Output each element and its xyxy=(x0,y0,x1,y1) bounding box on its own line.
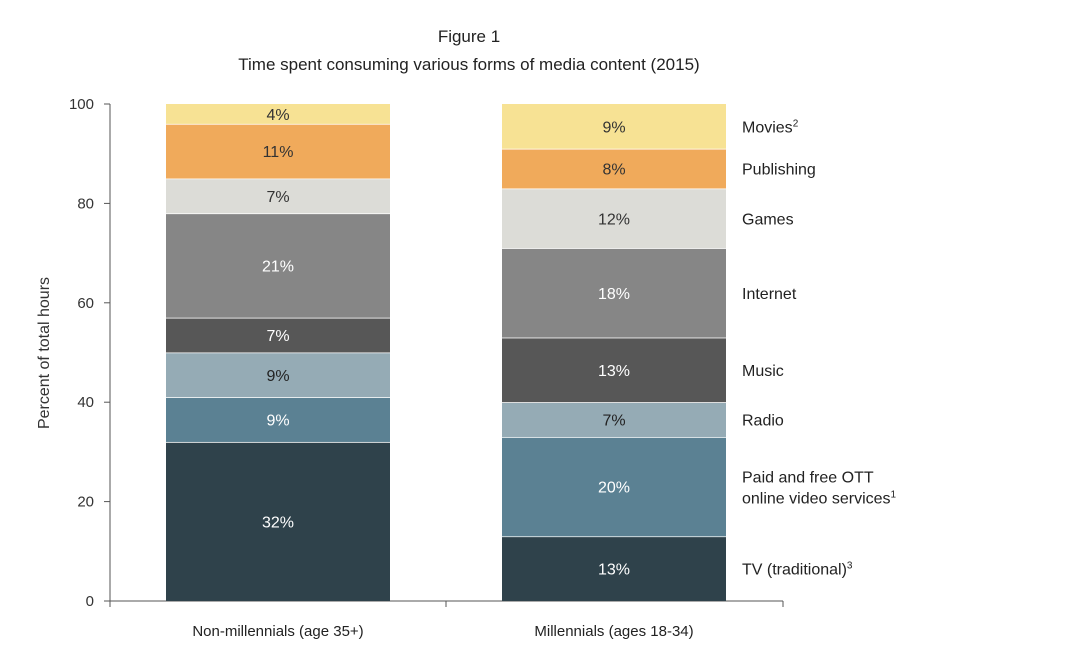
bar-segment xyxy=(502,104,726,149)
bar-segment xyxy=(166,352,390,398)
legend-label: TV (traditional)3 xyxy=(742,561,853,579)
data-label: 9% xyxy=(266,368,289,385)
y-tick-label: 80 xyxy=(77,195,94,212)
bar-segment xyxy=(166,213,390,318)
data-label: 4% xyxy=(266,107,289,124)
legend-label: Paid and free OTT online video services1 xyxy=(742,470,897,508)
bar-segment xyxy=(502,436,726,537)
data-label: 13% xyxy=(598,363,630,380)
bar-segment xyxy=(502,536,726,601)
data-label: 21% xyxy=(262,259,294,276)
data-label: 8% xyxy=(602,162,625,179)
data-label: 7% xyxy=(602,413,625,430)
axes: 0 20 40 60 80 100 Non-millennials (age 35+) Mil… xyxy=(69,96,784,640)
data-label: 9% xyxy=(602,119,625,136)
bar-segment xyxy=(166,441,390,601)
legend-label: Publishing xyxy=(742,162,816,179)
data-label: 9% xyxy=(266,413,289,430)
y-axis-label: Percent of total hours xyxy=(36,277,53,429)
legend-label: Games xyxy=(742,211,794,228)
bar-segment xyxy=(502,188,726,249)
x-category-label: Non-millennials (age 35+) xyxy=(192,623,363,640)
bar-segment xyxy=(166,104,390,124)
bar-segment xyxy=(166,123,390,179)
chart-subtitle: Time spent consuming various forms of me… xyxy=(238,55,699,74)
data-label: 20% xyxy=(598,480,630,497)
y-tick-label: 100 xyxy=(69,96,94,113)
data-label: 32% xyxy=(262,514,294,531)
legend-label: Music xyxy=(742,363,784,380)
y-tick-label: 40 xyxy=(77,394,94,411)
bar-segment xyxy=(166,317,390,353)
legend-label: Internet xyxy=(742,286,797,303)
bar-segment xyxy=(166,397,390,442)
data-label: 18% xyxy=(598,286,630,303)
bar-segment xyxy=(502,248,726,338)
data-label: 12% xyxy=(598,211,630,228)
chart-title: Figure 1 xyxy=(438,27,500,46)
y-tick-label: 60 xyxy=(77,295,94,312)
legend: TV (traditional)3 Paid and free OTT online… xyxy=(742,118,897,578)
data-label: 7% xyxy=(266,328,289,345)
y-tick-label: 20 xyxy=(77,494,94,511)
bars: 32% 9% 9% 7% 21% 7% 11% 4% 13% 20% 7% 13% 18% 12% 8% 9% xyxy=(166,104,726,601)
bar-segment xyxy=(502,148,726,189)
legend-label: Radio xyxy=(742,413,784,430)
y-tick-label: 0 xyxy=(86,593,94,610)
legend-label: Movies2 xyxy=(742,118,799,136)
bar-segment xyxy=(502,402,726,437)
data-label: 11% xyxy=(263,144,294,161)
data-label: 7% xyxy=(266,189,289,206)
x-category-label: Millennials (ages 18-34) xyxy=(534,623,693,640)
data-label: 13% xyxy=(598,562,630,579)
bar-segment xyxy=(502,337,726,403)
bar-segment xyxy=(166,178,390,214)
